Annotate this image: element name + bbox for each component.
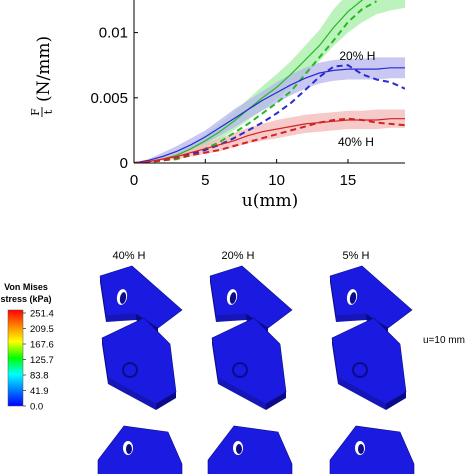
colorbar-title-1: Von Mises — [4, 282, 48, 292]
fem-shape-upper — [209, 265, 293, 334]
axes — [133, 0, 405, 164]
band-20 — [134, 57, 405, 163]
fem-shape-partial — [329, 425, 415, 474]
x-tick-label: 5 — [201, 172, 209, 189]
column-label-5: 5% H — [343, 250, 370, 262]
x-tick-label: 10 — [268, 172, 285, 189]
y-axis-label: F t (N/mm) — [29, 36, 55, 117]
fem-shape-lower — [101, 317, 177, 410]
colorbar-tick-label: 83.8 — [30, 371, 49, 382]
band-5 — [134, 0, 405, 163]
experiment-line-40 — [134, 117, 405, 163]
column-label-40: 40% H — [112, 250, 145, 262]
annotation-40: 40% H — [338, 135, 374, 149]
mean-line-5 — [134, 0, 364, 163]
x-tick-label: 0 — [130, 172, 138, 189]
y-tick-label: 0 — [120, 155, 128, 172]
y-label-fraction-den: t — [42, 109, 55, 114]
mean-line-20 — [134, 67, 405, 163]
fem-shape-partial — [207, 425, 293, 474]
y-label-fraction-num: F — [29, 108, 42, 116]
column-label-20: 20% H — [221, 250, 254, 262]
x-tick-label: 15 — [340, 172, 357, 189]
fem-panel: 40% H 20% H 5% H u=10 mm Von Mises stres… — [0, 250, 465, 474]
colorbar-tick-label: 41.9 — [30, 386, 49, 397]
x-axis-label: u(mm) — [242, 191, 298, 211]
colorbar-title-2: stress (kPa) — [0, 294, 51, 304]
y-label-unit: (N/mm) — [34, 36, 54, 102]
colorbar-tick-label: 251.4 — [30, 309, 54, 320]
colorbar-tick-label: 0.0 — [30, 402, 43, 413]
experiment-line-5 — [134, 0, 377, 163]
row-label-u10: u=10 mm — [423, 335, 465, 346]
annotation-20: 20% H — [339, 49, 375, 63]
colorbar-tick-label: 125.7 — [30, 355, 54, 366]
colorbar-tick-label: 209.5 — [30, 324, 54, 335]
fem-shape-lower — [211, 317, 287, 410]
y-tick-label: 0.005 — [90, 90, 128, 107]
fem-shape-lower — [331, 317, 407, 410]
fem-shape-partial — [97, 425, 183, 474]
y-tick-label: 0.01 — [99, 25, 128, 42]
colorbar-tick-label: 167.6 — [30, 340, 54, 351]
colorbar — [7, 309, 24, 407]
